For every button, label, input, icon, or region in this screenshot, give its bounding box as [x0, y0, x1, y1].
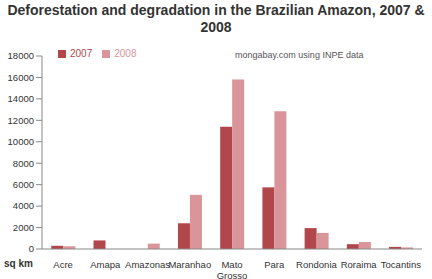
- svg-text:Para: Para: [264, 259, 285, 270]
- svg-text:Amapa: Amapa: [90, 259, 121, 270]
- svg-text:Amazonas: Amazonas: [125, 259, 170, 270]
- svg-text:2000: 2000: [13, 222, 34, 233]
- svg-text:Tocantins: Tocantins: [381, 259, 421, 270]
- svg-text:14000: 14000: [8, 93, 34, 104]
- svg-text:16000: 16000: [8, 72, 34, 83]
- html-text:Deforestation and degradation: Deforestation and degradation in the Bra…: [7, 2, 425, 35]
- html-text:2007: 2007: [70, 48, 93, 59]
- svg-text:MatoGrosso: MatoGrosso: [217, 259, 248, 279]
- html-text:sq km: sq km: [4, 258, 33, 269]
- svg-text:Maranhao: Maranhao: [168, 259, 211, 270]
- svg-text:Acre: Acre: [53, 259, 73, 270]
- html-text:mongabay.com using INPE data: mongabay.com using INPE data: [235, 50, 364, 60]
- svg-text:12000: 12000: [8, 115, 34, 126]
- svg-text:18000: 18000: [8, 50, 34, 61]
- svg-text:6000: 6000: [13, 179, 34, 190]
- svg-text:10000: 10000: [8, 136, 34, 147]
- html-text:2008: 2008: [114, 48, 137, 59]
- svg-text:8000: 8000: [13, 158, 34, 169]
- svg-text:0: 0: [29, 243, 34, 254]
- svg-text:Rondonia: Rondonia: [296, 259, 337, 270]
- svg-text:4000: 4000: [13, 200, 34, 211]
- svg-text:Roraima: Roraima: [341, 259, 378, 270]
